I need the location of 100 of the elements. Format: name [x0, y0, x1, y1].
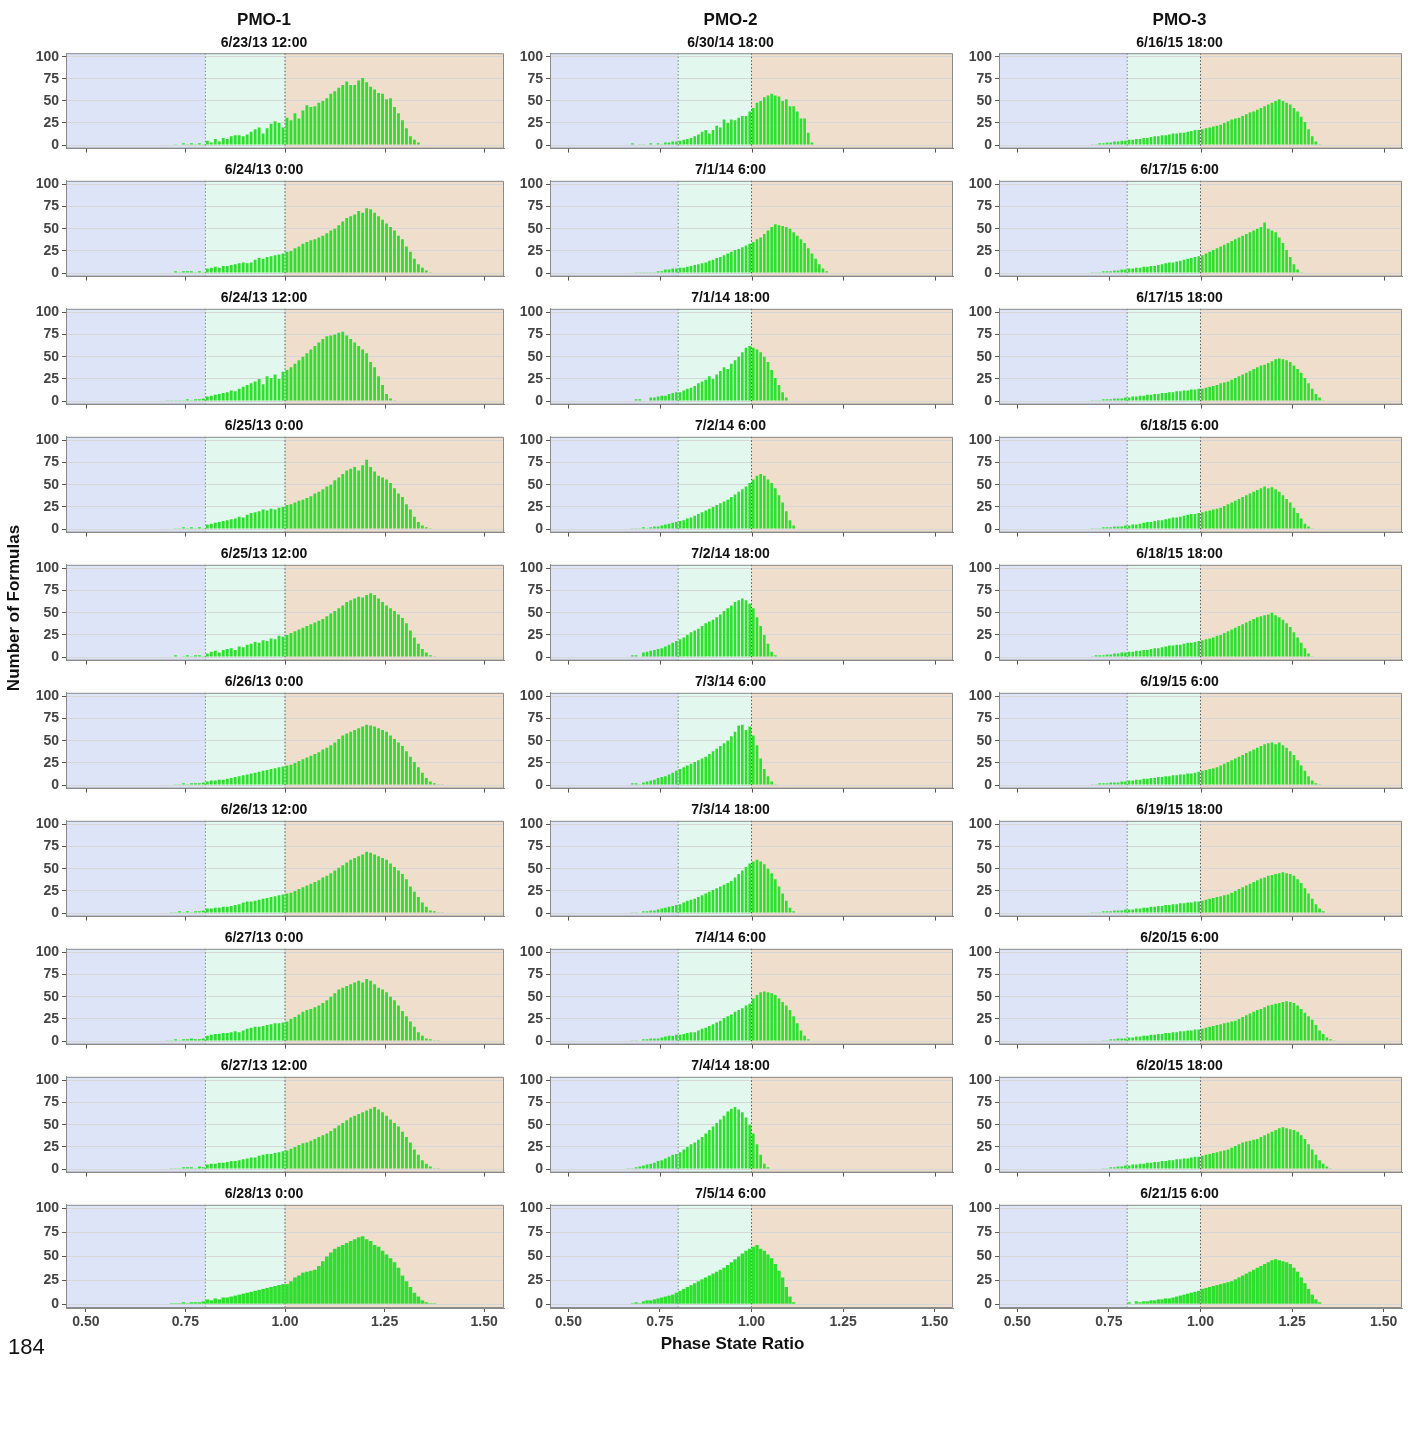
chart-title: 7/1/14 6:00: [695, 161, 767, 178]
x-tick-label: 1.25: [1278, 1313, 1306, 1330]
y-tick-label: 50: [43, 219, 60, 236]
y-tick-label: 0: [51, 135, 60, 152]
chart-title: 7/4/14 6:00: [695, 929, 767, 946]
chart-title: 7/5/14 6:00: [695, 1185, 767, 1202]
x-axis-title: Phase State Ratio: [659, 1334, 806, 1354]
y-tick-label: 25: [527, 1009, 544, 1026]
y-tick-label: 0: [51, 1295, 60, 1312]
y-tick-label: 0: [984, 391, 993, 408]
y-tick-label: 25: [43, 625, 60, 642]
chart-title: 6/18/15 18:00: [1136, 545, 1223, 562]
y-tick-label: 50: [43, 731, 60, 748]
x-tick-label: 1.25: [829, 1313, 857, 1330]
y-tick-label: 25: [527, 1137, 544, 1154]
x-tick-label: 1.00: [271, 1313, 299, 1330]
chart-title: 6/26/13 12:00: [220, 801, 308, 818]
y-tick-label: 75: [527, 1223, 544, 1240]
y-tick-label: 50: [976, 1115, 993, 1132]
y-tick-label: 25: [43, 881, 60, 898]
chart-subtitle: 6/16/15 18:00: [1136, 33, 1223, 50]
y-tick-label: 0: [535, 391, 544, 408]
y-tick-label: 100: [35, 431, 60, 448]
y-tick-label: 0: [984, 1159, 993, 1176]
chart-title: 7/3/14 18:00: [691, 801, 771, 818]
chart-title: 6/25/13 0:00: [224, 417, 304, 434]
y-tick-label: 50: [527, 1247, 544, 1264]
y-tick-label: 100: [519, 687, 544, 704]
x-tick-label: 1.50: [921, 1313, 949, 1330]
y-tick-label: 75: [976, 1223, 993, 1240]
y-tick-label: 50: [43, 987, 60, 1004]
y-tick-label: 25: [976, 113, 993, 130]
y-tick-label: 50: [976, 859, 993, 876]
y-tick-label: 75: [976, 325, 993, 342]
chart-title: 7/3/14 6:00: [695, 673, 767, 690]
y-tick-label: 75: [527, 453, 544, 470]
y-tick-label: 100: [968, 943, 993, 960]
y-tick-label: 0: [535, 775, 544, 792]
y-tick-label: 50: [43, 859, 60, 876]
y-tick-label: 100: [519, 303, 544, 320]
y-tick-label: 50: [976, 347, 993, 364]
chart-title: 6/27/13 12:00: [220, 1057, 308, 1074]
y-axis-title: Number of Formulas: [4, 524, 24, 692]
y-tick-label: 100: [35, 1199, 60, 1216]
y-tick-label: 100: [968, 687, 993, 704]
y-tick-label: 25: [976, 753, 993, 770]
x-tick-label: 0.75: [1095, 1313, 1123, 1330]
y-tick-label: 50: [976, 731, 993, 748]
y-tick-label: 100: [35, 559, 60, 576]
y-tick-label: 50: [976, 603, 993, 620]
y-tick-label: 0: [535, 1031, 544, 1048]
x-tick-label: 0.50: [554, 1313, 583, 1330]
y-tick-label: 0: [984, 1031, 993, 1048]
y-tick-label: 75: [43, 709, 60, 726]
chart-title: PMO-3: [1152, 9, 1207, 29]
y-tick-label: 50: [976, 91, 993, 108]
y-tick-label: 100: [35, 303, 60, 320]
y-tick-label: 100: [968, 1199, 993, 1216]
y-tick-label: 0: [51, 775, 60, 792]
y-tick-label: 75: [527, 709, 544, 726]
x-tick-label: 1.50: [470, 1313, 498, 1330]
y-tick-label: 25: [527, 369, 544, 386]
y-tick-label: 0: [51, 263, 60, 280]
chart-title: 6/19/15 6:00: [1140, 673, 1220, 690]
chart-title: 6/28/13 0:00: [224, 1185, 304, 1202]
text: 184: [8, 1334, 46, 1360]
y-tick-label: 25: [527, 1271, 544, 1288]
chart-title: 6/17/15 18:00: [1136, 289, 1223, 306]
y-tick-label: 0: [51, 1031, 60, 1048]
y-tick-label: 50: [43, 1247, 60, 1264]
y-tick-label: 50: [976, 219, 993, 236]
y-tick-label: 50: [43, 475, 60, 492]
y-tick-label: 50: [976, 1247, 993, 1264]
y-tick-label: 0: [984, 1295, 993, 1312]
chart-title: 6/25/13 12:00: [220, 545, 308, 562]
chart-title: 6/24/13 0:00: [224, 161, 304, 178]
y-tick-label: 0: [535, 1295, 544, 1312]
x-tick-label: 1.00: [737, 1313, 766, 1330]
y-tick-label: 75: [527, 1093, 544, 1110]
y-tick-label: 0: [51, 903, 60, 920]
y-tick-label: 25: [976, 1009, 993, 1026]
y-tick-label: 25: [43, 753, 60, 770]
y-tick-label: 75: [43, 581, 60, 598]
chart-title: 6/17/15 6:00: [1140, 161, 1220, 178]
y-tick-label: 100: [519, 559, 544, 576]
y-tick-label: 75: [43, 1223, 60, 1240]
y-tick-label: 25: [43, 369, 60, 386]
y-tick-label: 25: [43, 113, 60, 130]
y-tick-label: 0: [984, 519, 993, 536]
y-tick-label: 100: [968, 559, 993, 576]
y-tick-label: 0: [535, 135, 544, 152]
y-tick-label: 25: [527, 241, 544, 258]
chart-title: 6/27/13 0:00: [224, 929, 304, 946]
y-tick-label: 75: [976, 69, 993, 86]
y-tick-label: 0: [535, 1159, 544, 1176]
y-tick-label: 100: [519, 47, 544, 64]
y-tick-label: 50: [527, 219, 544, 236]
chart-title: 6/26/13 0:00: [224, 673, 304, 690]
chart-title: 6/20/15 18:00: [1136, 1057, 1223, 1074]
y-tick-label: 0: [51, 1159, 60, 1176]
